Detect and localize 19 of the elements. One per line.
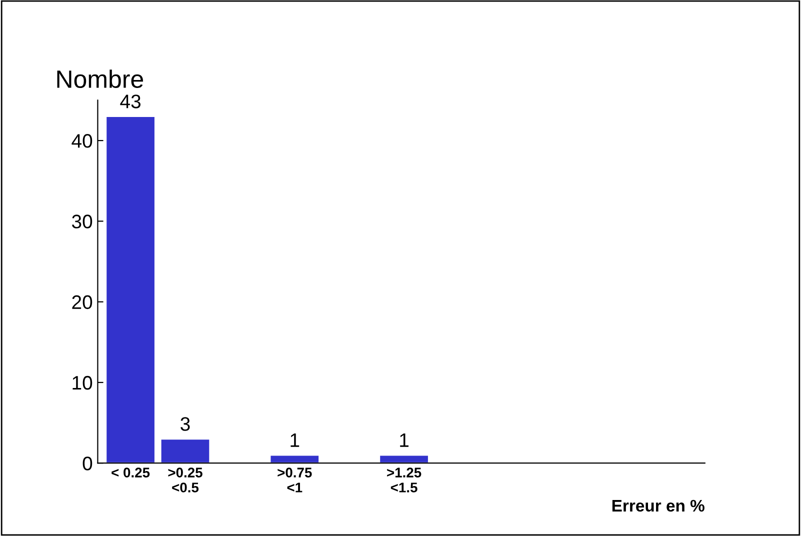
- data-label: 1: [290, 433, 300, 447]
- x-tick-label: >0.75 <1: [278, 468, 312, 492]
- x-tick-label: >1.25 <1.5: [387, 468, 422, 492]
- y-axis-title: Nombre: [57, 70, 144, 88]
- data-label: 1: [400, 433, 408, 447]
- y-tick-label: 0: [82, 456, 92, 470]
- bar: [269, 454, 320, 464]
- data-label: 3: [180, 417, 190, 431]
- data-label: 43: [120, 94, 140, 108]
- y-tick-label: 30: [72, 214, 92, 228]
- bar: [105, 116, 156, 464]
- bar: [378, 454, 430, 464]
- x-tick-label: >0.25 <0.5: [168, 468, 202, 492]
- y-tick-label: 40: [72, 134, 92, 148]
- bar: [160, 438, 211, 464]
- x-axis-title: Erreur en %: [612, 500, 704, 512]
- x-tick-label: < 0.25: [112, 468, 150, 478]
- y-tick-label: 10: [72, 376, 92, 390]
- y-tick-label: 20: [72, 295, 92, 310]
